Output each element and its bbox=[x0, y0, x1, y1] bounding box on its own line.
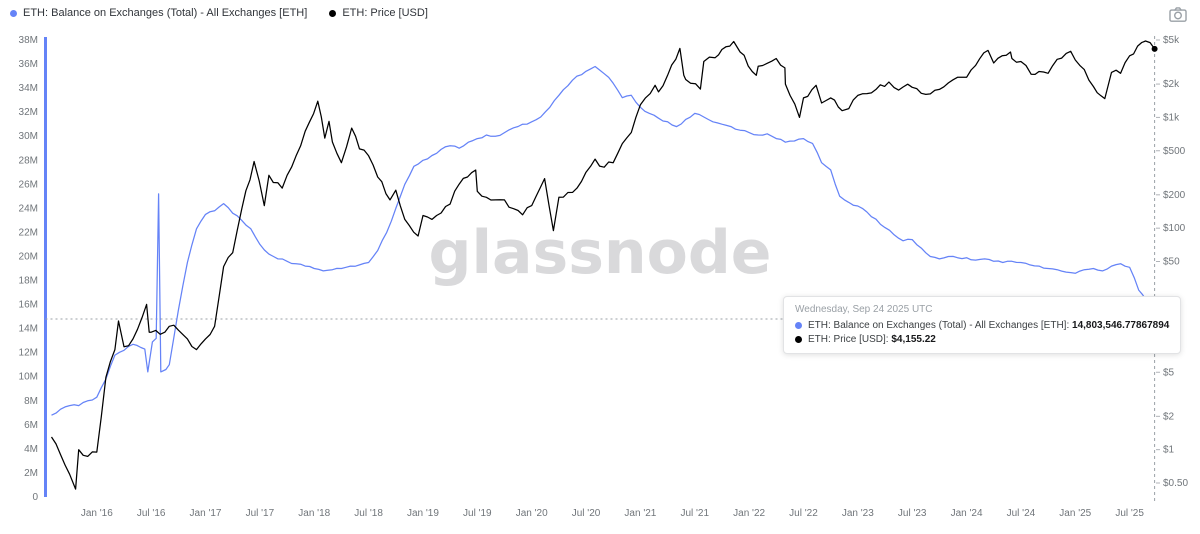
left-axis-tick-label: 18M bbox=[19, 276, 38, 287]
tooltip-price-dot bbox=[795, 336, 802, 343]
left-axis-tick-label: 38M bbox=[19, 35, 38, 46]
price-end-marker bbox=[1151, 45, 1158, 52]
right-axis-tick-label: $2k bbox=[1163, 79, 1180, 90]
left-axis-tick-label: 16M bbox=[19, 300, 38, 311]
tooltip-row-balance: ETH: Balance on Exchanges (Total) - All … bbox=[795, 320, 1169, 331]
right-axis-tick-label: $5 bbox=[1163, 367, 1175, 378]
legend-item-price[interactable]: ETH: Price [USD] bbox=[329, 7, 428, 19]
left-axis-tick-label: 2M bbox=[24, 468, 38, 479]
left-axis-tick-label: 28M bbox=[19, 155, 38, 166]
left-axis-tick-label: 10M bbox=[19, 372, 38, 383]
x-axis-tick-label: Jul '18 bbox=[354, 508, 383, 519]
right-axis-tick-label: $100 bbox=[1163, 223, 1186, 234]
x-axis-tick-label: Jan '23 bbox=[842, 508, 874, 519]
left-axis-tick-label: 34M bbox=[19, 83, 38, 94]
x-axis-tick-label: Jul '25 bbox=[1115, 508, 1144, 519]
tooltip-balance-dot bbox=[795, 322, 802, 329]
x-axis-tick-label: Jan '25 bbox=[1059, 508, 1091, 519]
left-axis-tick-label: 0 bbox=[32, 492, 38, 503]
left-axis-tick-label: 4M bbox=[24, 444, 38, 455]
tooltip-price-value: $4,155.22 bbox=[891, 334, 936, 345]
right-axis-tick-label: $500 bbox=[1163, 146, 1186, 157]
tooltip: Wednesday, Sep 24 2025 UTC ETH: Balance … bbox=[783, 296, 1182, 354]
x-axis-tick-label: Jan '24 bbox=[951, 508, 983, 519]
left-axis-tick-label: 8M bbox=[24, 396, 38, 407]
left-axis-tick-label: 20M bbox=[19, 251, 38, 262]
left-axis-tick-label: 6M bbox=[24, 420, 38, 431]
price-series-line[interactable] bbox=[50, 40, 1156, 490]
x-axis-tick-label: Jan '22 bbox=[733, 508, 765, 519]
x-axis-tick-label: Jul '23 bbox=[898, 508, 927, 519]
right-axis-tick-label: $50 bbox=[1163, 257, 1180, 268]
right-axis-tick-label: $1k bbox=[1163, 112, 1180, 123]
left-axis-tick-label: 22M bbox=[19, 227, 38, 238]
right-axis-tick-label: $5k bbox=[1163, 35, 1180, 46]
x-axis-tick-label: Jul '16 bbox=[137, 508, 166, 519]
right-axis-tick-label: $0.50 bbox=[1163, 478, 1188, 489]
left-axis-tick-label: 26M bbox=[19, 179, 38, 190]
camera-icon[interactable] bbox=[1168, 5, 1188, 23]
x-axis-tick-label: Jul '21 bbox=[680, 508, 709, 519]
tooltip-date: Wednesday, Sep 24 2025 UTC bbox=[795, 304, 933, 315]
left-axis-tick-label: 12M bbox=[19, 348, 38, 359]
right-axis-tick-label: $200 bbox=[1163, 190, 1186, 201]
x-axis-tick-label: Jul '19 bbox=[463, 508, 492, 519]
balance-legend-label: ETH: Balance on Exchanges (Total) - All … bbox=[23, 7, 308, 19]
x-axis-tick-label: Jan '18 bbox=[298, 508, 330, 519]
x-axis-tick-label: Jul '20 bbox=[572, 508, 601, 519]
legend: ETH: Balance on Exchanges (Total) - All … bbox=[10, 7, 428, 19]
right-axis-tick-label: $2 bbox=[1163, 411, 1175, 422]
x-axis-tick-label: Jan '21 bbox=[624, 508, 656, 519]
left-axis-tick-label: 32M bbox=[19, 107, 38, 118]
legend-item-balance[interactable]: ETH: Balance on Exchanges (Total) - All … bbox=[10, 7, 307, 19]
left-axis-tick-label: 30M bbox=[19, 131, 38, 142]
x-axis-tick-label: Jan '20 bbox=[516, 508, 548, 519]
x-axis-tick-label: Jul '17 bbox=[246, 508, 275, 519]
x-axis-tick-label: Jul '22 bbox=[789, 508, 818, 519]
price-legend-dot bbox=[329, 9, 337, 17]
tooltip-balance-text: ETH: Balance on Exchanges (Total) - All … bbox=[808, 320, 1170, 331]
balance-series-line[interactable] bbox=[51, 65, 1156, 416]
tooltip-balance-value: 14,803,546.77867894 bbox=[1072, 320, 1170, 331]
tooltip-row-price: ETH: Price [USD]: $4,155.22 bbox=[795, 334, 1169, 345]
x-axis-tick-label: Jan '17 bbox=[190, 508, 222, 519]
x-axis-tick-label: Jan '16 bbox=[81, 508, 113, 519]
right-axis-tick-label: $1 bbox=[1163, 445, 1175, 456]
glassnode-watermark: glassnode bbox=[428, 218, 772, 288]
left-axis-tick-label: 36M bbox=[19, 59, 38, 70]
left-axis-tick-label: 24M bbox=[19, 203, 38, 214]
x-axis-tick-label: Jul '24 bbox=[1007, 508, 1036, 519]
price-legend-label: ETH: Price [USD] bbox=[342, 7, 428, 19]
x-axis-tick-label: Jan '19 bbox=[407, 508, 439, 519]
left-axis-tick-label: 14M bbox=[19, 324, 38, 335]
balance-legend-dot bbox=[10, 9, 17, 17]
tooltip-price-text: ETH: Price [USD]: $4,155.22 bbox=[808, 334, 936, 345]
